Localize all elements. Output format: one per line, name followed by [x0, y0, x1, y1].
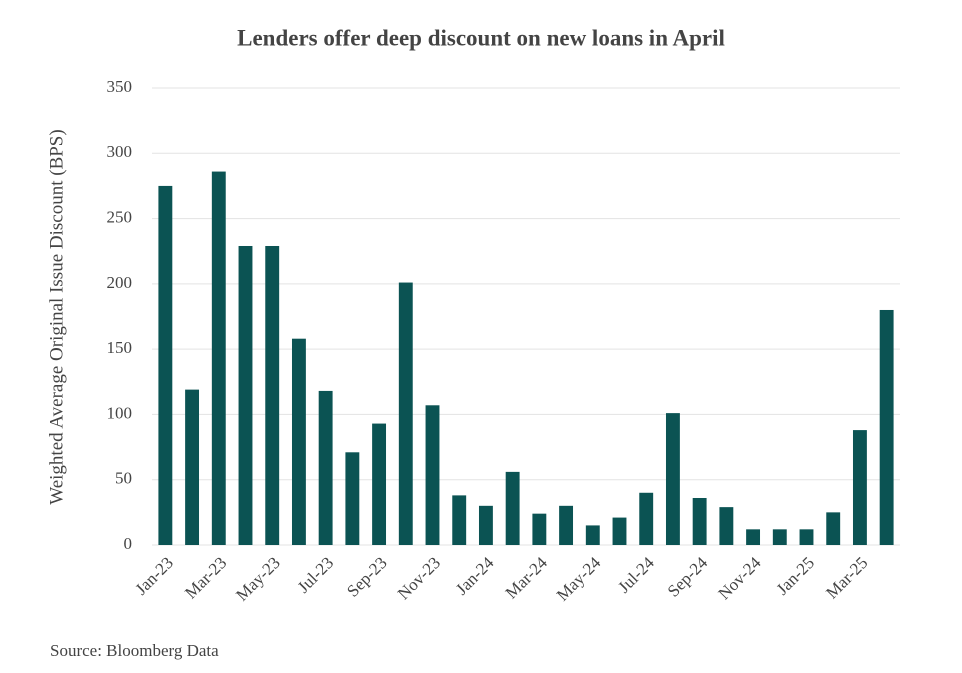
- x-tick-label: Sep-24: [664, 553, 712, 601]
- source-note: Source: Bloomberg Data: [50, 641, 219, 660]
- bar: [879, 309, 894, 545]
- x-tick-label: Sep-23: [343, 553, 390, 600]
- bar: [799, 529, 814, 545]
- x-tick-label: Nov-24: [714, 553, 765, 604]
- bar: [719, 507, 734, 545]
- bar: [185, 389, 200, 545]
- bar: [639, 492, 654, 545]
- x-tick-label: Jul-23: [294, 553, 337, 596]
- y-axis-label: Weighted Average Original Issue Discount…: [46, 129, 67, 504]
- bar: [505, 471, 520, 545]
- y-tick-label: 350: [107, 77, 133, 96]
- x-tick-label: Mar-23: [181, 553, 230, 602]
- bar: [211, 171, 226, 545]
- bar: [265, 245, 280, 545]
- bar: [585, 525, 600, 545]
- y-tick-label: 0: [124, 534, 133, 553]
- bar: [772, 529, 787, 545]
- bar: [612, 517, 627, 545]
- bar: [398, 282, 413, 545]
- x-tick-label: Jan-23: [131, 553, 176, 598]
- bar: [746, 529, 761, 545]
- y-tick-label: 300: [107, 142, 133, 161]
- x-tick-label: Jul-24: [614, 553, 658, 597]
- y-tick-label: 50: [115, 469, 132, 488]
- bar: [478, 505, 493, 545]
- y-tick-label: 200: [107, 273, 133, 292]
- bar: [345, 452, 360, 545]
- bar: [532, 513, 547, 545]
- bar: [318, 390, 333, 545]
- x-tick-label: May-23: [232, 553, 283, 604]
- bar: [852, 430, 867, 545]
- bar: [559, 505, 574, 545]
- bar: [665, 413, 680, 545]
- bar: [291, 338, 306, 545]
- x-tick-label: May-24: [553, 553, 605, 605]
- x-tick-label: Mar-24: [502, 553, 552, 603]
- bar: [692, 497, 707, 545]
- x-tick-label: Mar-25: [822, 553, 871, 602]
- y-tick-label: 250: [107, 207, 133, 226]
- bar: [425, 405, 440, 545]
- x-tick-label: Nov-23: [394, 553, 444, 603]
- bar: [238, 245, 253, 545]
- x-tick-label: Jan-25: [773, 553, 818, 598]
- chart-title: Lenders offer deep discount on new loans…: [237, 25, 725, 50]
- x-tick-label: Jan-24: [452, 553, 498, 599]
- bar: [372, 423, 387, 545]
- y-tick-label: 100: [107, 403, 133, 422]
- bar: [452, 495, 467, 545]
- y-tick-label: 150: [107, 338, 133, 357]
- bar: [826, 512, 841, 545]
- bar: [158, 185, 173, 545]
